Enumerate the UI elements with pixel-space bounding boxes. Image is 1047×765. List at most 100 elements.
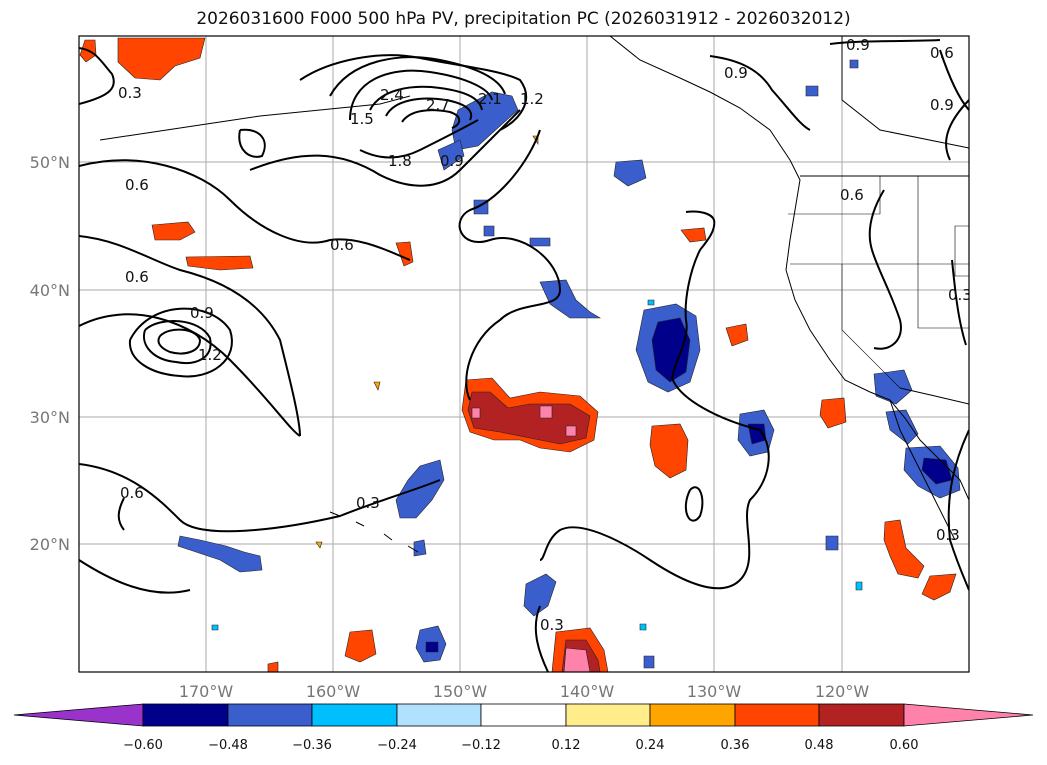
precip-area	[873, 369, 913, 405]
lon-tick-label: 160°W	[306, 682, 361, 701]
pv-contour-0.9	[128, 307, 233, 378]
contour-label: 0.6	[120, 484, 144, 502]
contour-label: 0.3	[356, 494, 380, 512]
pv-contour-1.2	[143, 320, 212, 364]
pv-contour-0.6	[684, 486, 704, 522]
pv-contour-0.9	[249, 109, 521, 187]
colorbar-tick-label: 0.12	[552, 738, 581, 753]
colorbar	[13, 703, 1034, 727]
precip-positive-areas	[79, 37, 957, 672]
lon-tick-label: 150°W	[433, 682, 488, 701]
country-borders	[800, 36, 969, 405]
map-panel: 0.3 0.6 0.6 0.6 0.9 1.2 1.5 1.8 2.4 2.7 …	[78, 35, 970, 673]
precip-area	[647, 299, 655, 306]
precip-area	[885, 409, 919, 445]
precip-area	[643, 655, 655, 669]
precip-area	[529, 237, 551, 247]
precip-area	[467, 391, 591, 445]
precip-area	[921, 573, 957, 601]
contour-label: 0.3	[936, 526, 960, 544]
contour-label: 1.5	[350, 110, 374, 128]
pv-contour-0.6	[79, 559, 191, 594]
colorbar-tick-label: 0.36	[721, 738, 750, 753]
lat-tick-label: 20°N	[30, 535, 70, 554]
precip-area	[680, 227, 707, 243]
colorbar-tick-label: −0.60	[123, 738, 163, 753]
border-alaska-canada	[841, 36, 969, 149]
contour-label: 1.2	[198, 346, 222, 364]
contour-label: 0.6	[125, 268, 149, 286]
pv-contour-0.3	[951, 259, 967, 346]
pv-contour-0.6	[458, 129, 562, 401]
pv-contour-1.5	[157, 328, 202, 355]
colorbar-segment	[142, 703, 229, 727]
lon-tick-label: 170°W	[179, 682, 234, 701]
coastlines	[99, 36, 969, 553]
precip-area	[344, 629, 377, 663]
pv-contour-0.9	[238, 128, 266, 158]
coastline-aleutians	[99, 95, 411, 141]
precip-area	[437, 139, 465, 171]
contour-label: 0.9	[440, 152, 464, 170]
colorbar-tick-label: 0.60	[890, 738, 919, 753]
pv-contour-0.6	[79, 235, 301, 437]
precip-area	[883, 519, 925, 579]
colorbar-tick-label: −0.48	[208, 738, 248, 753]
colorbar-segment	[818, 703, 905, 727]
contour-label: 0.6	[125, 176, 149, 194]
lat-tick-label: 40°N	[30, 281, 70, 300]
contour-label: 0.6	[330, 236, 354, 254]
contour-label: 2.7	[426, 96, 450, 114]
border-state	[841, 264, 901, 389]
border-state	[917, 176, 969, 329]
precip-area	[151, 221, 196, 241]
contour-label: 1.2	[520, 90, 544, 108]
border-state	[954, 225, 969, 277]
precip-area	[483, 225, 495, 237]
colorbar-tick-label: −0.36	[292, 738, 332, 753]
coastline-north-america	[609, 36, 969, 501]
precip-area	[649, 423, 689, 479]
pv-contour-1.8	[359, 119, 479, 159]
pv-contour-0.6	[117, 497, 125, 531]
precip-area	[855, 581, 863, 591]
colorbar-tick-label: −0.12	[461, 738, 501, 753]
pv-contour-2.1	[369, 85, 483, 111]
precip-area	[639, 623, 647, 631]
contour-label: 2.4	[380, 86, 404, 104]
precip-area	[849, 59, 859, 69]
colorbar-segment	[311, 703, 398, 727]
precip-negative-areas	[177, 59, 961, 669]
pv-contour-2.7	[401, 109, 461, 129]
precip-area	[413, 539, 427, 557]
pv-contour-0.6	[79, 313, 301, 437]
contour-label: 0.9	[846, 36, 870, 54]
colorbar-extend-max	[903, 703, 1034, 727]
latitude-tick-labels: 50°N 40°N 30°N 20°N	[30, 153, 70, 554]
colorbar-extend-min	[13, 703, 144, 727]
coastline-baja	[889, 399, 956, 541]
precip-area	[211, 624, 219, 631]
precip-area	[471, 407, 481, 419]
contour-label: 0.3	[540, 616, 564, 634]
pv-contour-0.3	[79, 47, 115, 105]
colorbar-segment	[396, 703, 482, 727]
precip-area	[805, 85, 819, 97]
pv-contour-0.9	[829, 39, 941, 45]
pv-contour-0.9	[939, 49, 969, 111]
colorbar-segment	[565, 703, 651, 727]
map-frame	[78, 35, 970, 673]
pv-contour-2.4	[385, 97, 473, 121]
precip-area	[651, 317, 691, 383]
contour-label: 0.9	[724, 64, 748, 82]
state-borders	[788, 176, 969, 389]
longitude-tick-labels: 170°W 160°W 150°W 140°W 130°W 120°W	[179, 682, 870, 701]
border-us-mexico	[899, 387, 969, 405]
lat-tick-label: 50°N	[30, 153, 70, 172]
precip-area	[177, 535, 263, 573]
contour-labels: 0.3 0.6 0.6 0.6 0.9 1.2 1.5 1.8 2.4 2.7 …	[118, 36, 969, 634]
precip-area	[539, 405, 553, 419]
colorbar-segment	[227, 703, 313, 727]
pv-contour-0.9	[709, 55, 811, 131]
